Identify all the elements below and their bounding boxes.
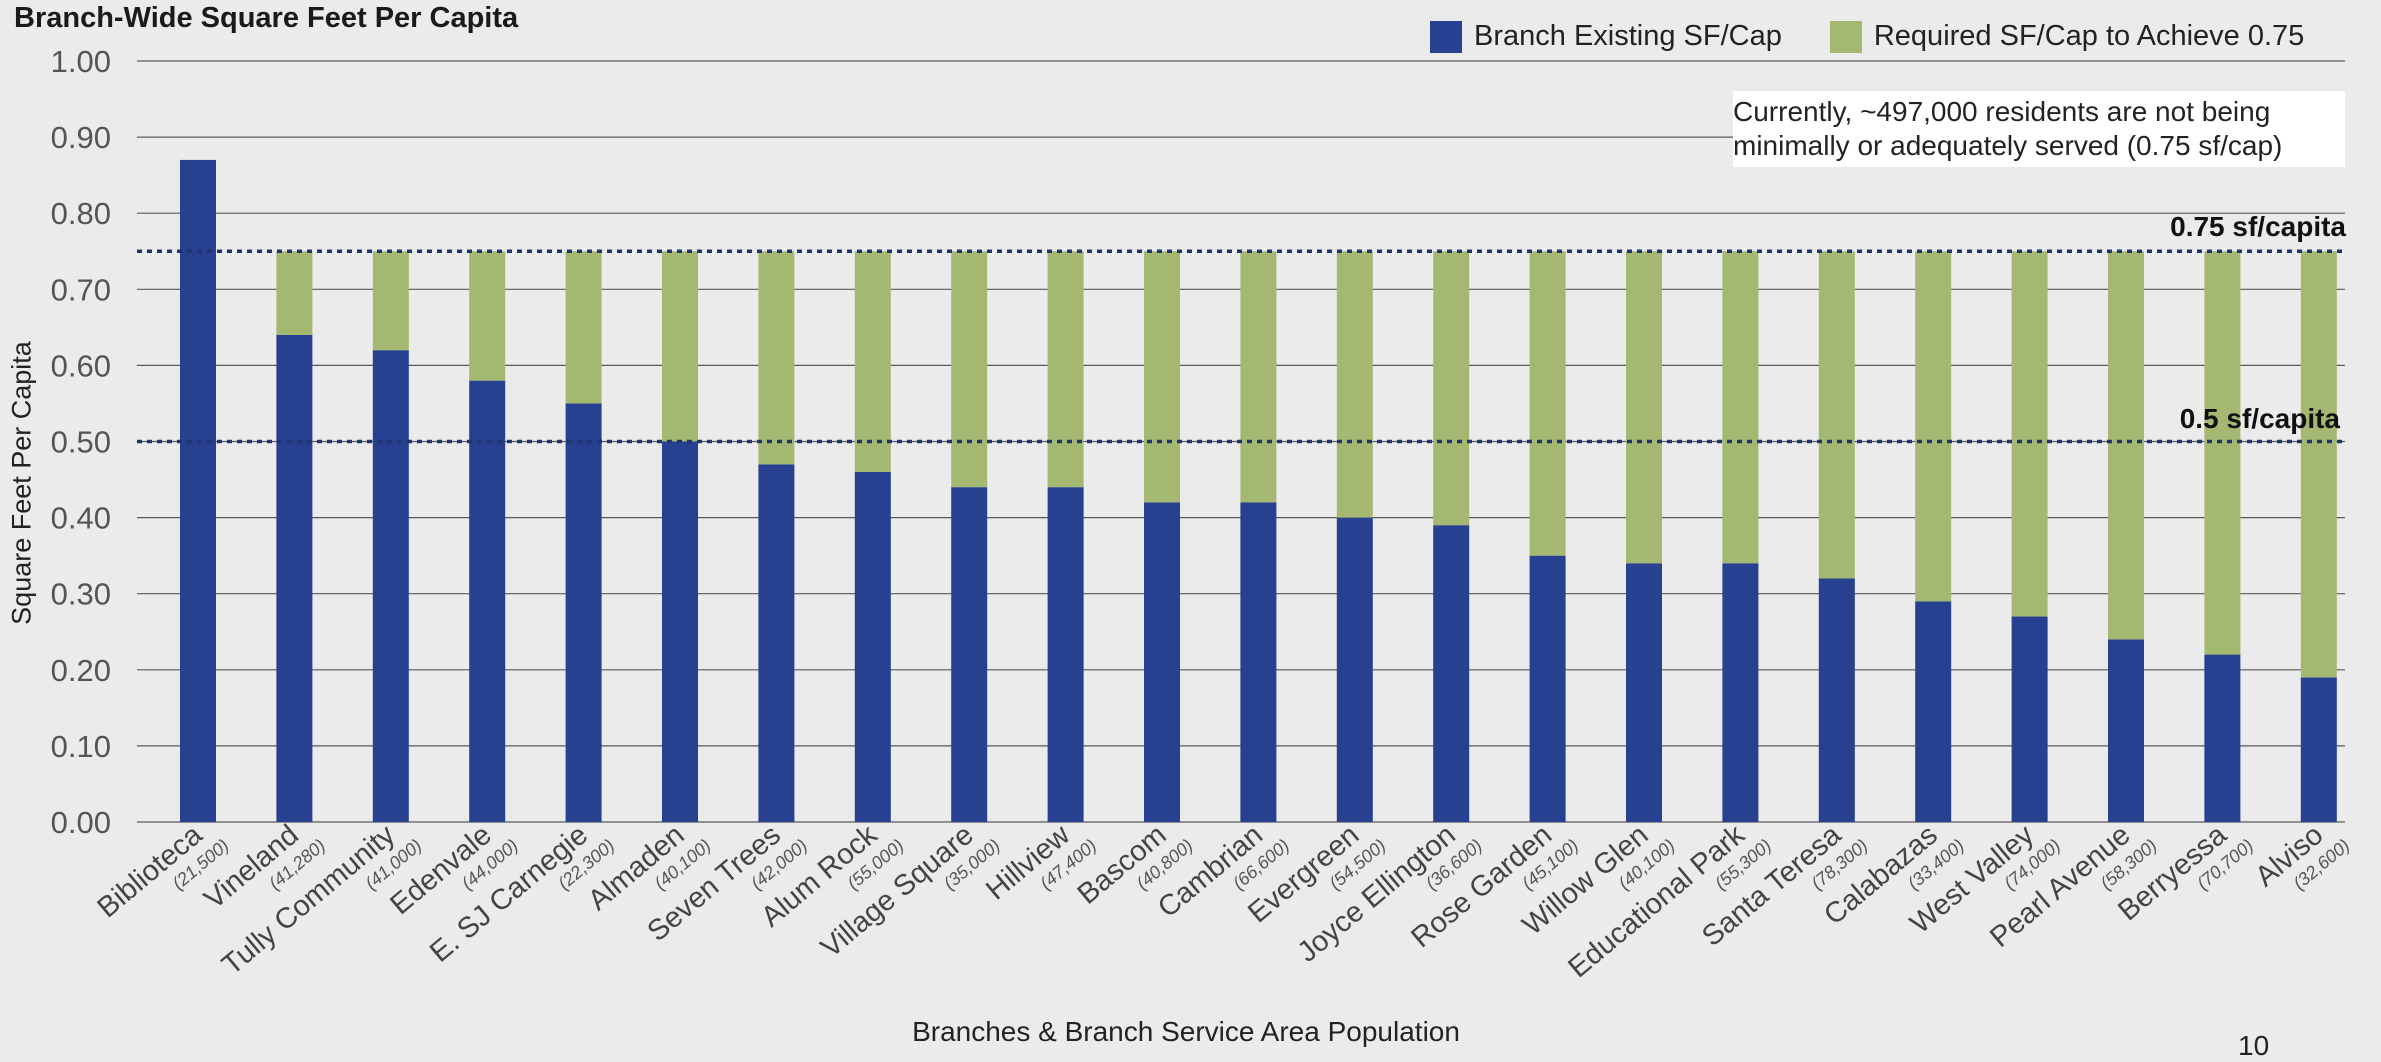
bar-existing xyxy=(2300,677,2337,822)
bar-required xyxy=(276,251,313,335)
y-tick-label: 0.90 xyxy=(51,120,111,155)
y-tick-label: 0.00 xyxy=(51,805,111,840)
legend-label-existing: Branch Existing SF/Cap xyxy=(1474,20,1782,52)
bar-existing xyxy=(1047,487,1084,822)
bar-required xyxy=(2204,251,2241,655)
bar-required xyxy=(372,251,409,351)
bar-existing xyxy=(469,380,506,822)
bar-existing xyxy=(1529,555,1566,822)
x-tick-group: Biblioteca(21,500) xyxy=(92,818,233,924)
bar-required xyxy=(1047,251,1084,488)
bar-required xyxy=(469,251,506,381)
bar-existing xyxy=(951,487,988,822)
x-tick-group: Hillview(47,400) xyxy=(980,818,1100,906)
bar-required xyxy=(1529,251,1566,556)
legend-swatch-required xyxy=(1829,20,1862,53)
bar-existing xyxy=(854,471,891,822)
bar-required xyxy=(854,251,891,472)
chart-title: Branch-Wide Square Feet Per Capita xyxy=(14,2,519,34)
annotation-box: Currently, ~497,000 residents are not be… xyxy=(1733,91,2345,167)
bar-existing xyxy=(1336,517,1373,822)
bar-required xyxy=(758,251,795,465)
page-number: 10 xyxy=(2238,1030,2270,1061)
bar-existing xyxy=(2204,654,2241,822)
bar-required xyxy=(1433,251,1470,526)
legend-item-required: Required SF/Cap to Achieve 0.75 xyxy=(1829,20,2305,53)
bar-required xyxy=(1915,251,1952,602)
bar-required xyxy=(1818,251,1855,579)
x-tick-group: Calabazas(33,400) xyxy=(1818,819,1968,932)
bar-required xyxy=(662,251,698,442)
bar-required xyxy=(1336,251,1373,518)
bar-existing xyxy=(372,350,409,822)
bar-existing xyxy=(1818,578,1855,822)
bar-required xyxy=(565,251,602,404)
bar-existing xyxy=(1144,502,1180,822)
y-tick-label: 0.10 xyxy=(51,729,111,764)
bar-existing xyxy=(1915,601,1952,822)
bar-existing xyxy=(2108,639,2144,822)
y-tick-label: 0.80 xyxy=(51,196,111,231)
ref-label-075: 0.75 sf/capita xyxy=(2170,211,2346,242)
y-tick-label: 0.30 xyxy=(51,577,111,612)
y-tick-label: 0.50 xyxy=(51,425,111,460)
bars xyxy=(180,159,2337,822)
bar-existing xyxy=(1433,525,1470,822)
annotation-text: Currently, ~497,000 residents are not be… xyxy=(1733,96,2283,161)
legend: Branch Existing SF/Cap Required SF/Cap t… xyxy=(1430,20,2352,53)
x-tick-group: Berryessa(70,700) xyxy=(2112,818,2257,927)
bar-existing xyxy=(565,403,602,822)
bar-existing xyxy=(276,334,313,822)
bar-required xyxy=(1144,251,1180,503)
x-tick-labels: Biblioteca(21,500)Vineland(41,280)Tully … xyxy=(92,818,2354,984)
x-tick-group: Alviso(32,600) xyxy=(2249,819,2353,894)
bar-required xyxy=(2011,251,2048,617)
bar-existing xyxy=(1722,563,1759,822)
ref-label-05: 0.5 sf/capita xyxy=(2179,403,2340,434)
y-tick-label: 0.20 xyxy=(51,653,111,688)
bar-required xyxy=(1240,251,1277,503)
bar-existing xyxy=(180,159,216,822)
bar-existing xyxy=(2011,616,2048,822)
bar-required xyxy=(1722,251,1759,564)
bar-existing xyxy=(758,464,795,822)
legend-item-existing: Branch Existing SF/Cap xyxy=(1430,20,1782,53)
y-tick-label: 0.60 xyxy=(51,348,111,383)
x-axis-title: Branches & Branch Service Area Populatio… xyxy=(912,1016,1460,1047)
y-axis-title: Square Feet Per Capita xyxy=(6,341,37,625)
bar-required xyxy=(2108,251,2144,640)
y-tick-labels: 0.00 0.10 0.20 0.30 0.40 0.50 0.60 0.70 0.80 0.90… xyxy=(51,44,111,840)
reference-lines xyxy=(137,249,2345,444)
legend-swatch-existing xyxy=(1430,20,1462,53)
legend-label-required: Required SF/Cap to Achieve 0.75 xyxy=(1873,20,2305,52)
bar-required xyxy=(951,251,988,488)
bar-required xyxy=(2300,251,2337,678)
y-tick-label: 1.00 xyxy=(51,44,111,79)
bar-required xyxy=(1626,251,1662,564)
bar-existing xyxy=(662,441,698,822)
bar-existing xyxy=(1240,502,1277,822)
y-tick-label: 0.40 xyxy=(51,501,111,536)
bar-existing xyxy=(1626,563,1662,822)
y-tick-label: 0.70 xyxy=(51,272,111,307)
